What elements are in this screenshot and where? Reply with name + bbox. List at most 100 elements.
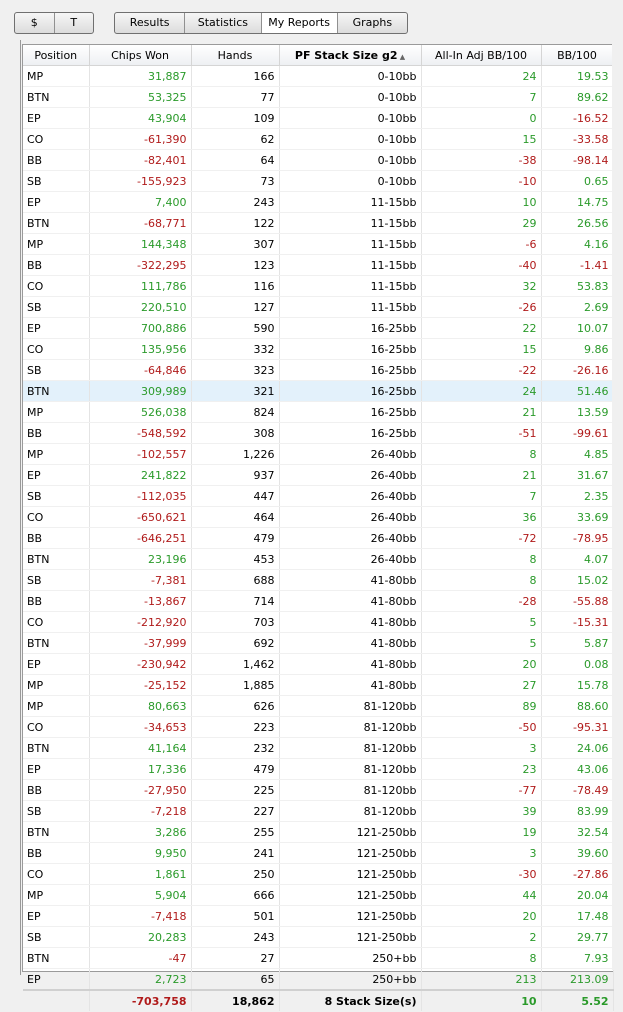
table-row[interactable]: BB -82,401 64 0-10bb -38 -98.14	[23, 149, 614, 171]
cell: MP	[23, 695, 90, 717]
column-header[interactable]: Hands	[191, 45, 280, 66]
table-row[interactable]: BTN -47 27 250+bb 8 7.93	[23, 947, 614, 969]
column-header[interactable]: Position	[23, 45, 90, 66]
cell: 0-10bb	[279, 170, 422, 192]
cell: 73	[191, 170, 280, 192]
table-row[interactable]: SB -155,923 73 0-10bb -10 0.65	[23, 170, 614, 192]
cell: 3,286	[89, 821, 192, 843]
cell: 16-25bb	[279, 380, 422, 402]
table-row[interactable]: CO -650,621 464 26-40bb 36 33.69	[23, 506, 614, 528]
table-row[interactable]: BB -27,950 225 81-120bb -77 -78.49	[23, 779, 614, 801]
table-row[interactable]: MP -102,557 1,226 26-40bb 8 4.85	[23, 443, 614, 465]
cell: -33.58	[541, 128, 614, 150]
total-cell: 18,862	[191, 989, 280, 1012]
cell: -95.31	[541, 716, 614, 738]
cell: 36	[421, 506, 542, 528]
cell: 255	[191, 821, 280, 843]
app: $ T Results Statistics My Reports Graphs Pos…	[14, 12, 614, 1012]
toggle-button[interactable]: $	[15, 13, 55, 33]
table-row[interactable]: BB -646,251 479 26-40bb -72 -78.95	[23, 527, 614, 549]
cell: 692	[191, 632, 280, 654]
cell: EP	[23, 758, 90, 780]
table-row[interactable]: BTN 3,286 255 121-250bb 19 32.54	[23, 821, 614, 843]
table-row[interactable]: MP 144,348 307 11-15bb -6 4.16	[23, 233, 614, 255]
table-row[interactable]: SB -7,381 688 41-80bb 8 15.02	[23, 569, 614, 591]
table-row[interactable]: CO -34,653 223 81-120bb -50 -95.31	[23, 716, 614, 738]
cell: 64	[191, 149, 280, 171]
table-row[interactable]: MP 31,887 166 0-10bb 24 19.53	[23, 65, 614, 87]
cell: BB	[23, 779, 90, 801]
cell: -68,771	[89, 212, 192, 234]
cell: 626	[191, 695, 280, 717]
table-row[interactable]: BTN -37,999 692 41-80bb 5 5.87	[23, 632, 614, 654]
table-row[interactable]: EP 17,336 479 81-120bb 23 43.06	[23, 758, 614, 780]
cell: -155,923	[89, 170, 192, 192]
table-row[interactable]: CO 111,786 116 11-15bb 32 53.83	[23, 275, 614, 297]
table-row[interactable]: SB -64,846 323 16-25bb -22 -26.16	[23, 359, 614, 381]
table-row[interactable]: EP 2,723 65 250+bb 213 213.09	[23, 968, 614, 991]
table-row[interactable]: CO 1,861 250 121-250bb -30 -27.86	[23, 863, 614, 885]
cell: 32	[421, 275, 542, 297]
cell: 11-15bb	[279, 233, 422, 255]
table-row[interactable]: BTN -68,771 122 11-15bb 29 26.56	[23, 212, 614, 234]
table-row[interactable]: SB -112,035 447 26-40bb 7 2.35	[23, 485, 614, 507]
cell: 16-25bb	[279, 401, 422, 423]
table-row[interactable]: BB -13,867 714 41-80bb -28 -55.88	[23, 590, 614, 612]
table-row[interactable]: BTN 41,164 232 81-120bb 3 24.06	[23, 737, 614, 759]
tab-button[interactable]: My Reports	[261, 13, 338, 33]
table-row[interactable]: EP 700,886 590 16-25bb 22 10.07	[23, 317, 614, 339]
table-row[interactable]: EP 7,400 243 11-15bb 10 14.75	[23, 191, 614, 213]
toggle-button[interactable]: T	[70, 16, 78, 29]
tab-button[interactable]: Results	[115, 13, 186, 33]
cell: -646,251	[89, 527, 192, 549]
cell: BTN	[23, 380, 90, 402]
cell: 41-80bb	[279, 653, 422, 675]
cell: 166	[191, 65, 280, 87]
table-row[interactable]: BTN 23,196 453 26-40bb 8 4.07	[23, 548, 614, 570]
cell: 666	[191, 884, 280, 906]
cell: 89.62	[541, 86, 614, 108]
cell: 26-40bb	[279, 464, 422, 486]
column-header[interactable]: BB/100	[541, 45, 614, 66]
cell: 77	[191, 86, 280, 108]
cell: -7,218	[89, 800, 192, 822]
table-row[interactable]: SB -7,218 227 81-120bb 39 83.99	[23, 800, 614, 822]
cell: 1,462	[191, 653, 280, 675]
cell: 127	[191, 296, 280, 318]
cell: -37,999	[89, 632, 192, 654]
table-row[interactable]: BTN 53,325 77 0-10bb 7 89.62	[23, 86, 614, 108]
cell: 220,510	[89, 296, 192, 318]
cell: 7,400	[89, 191, 192, 213]
cell: 22	[421, 317, 542, 339]
table-row[interactable]: SB 20,283 243 121-250bb 2 29.77	[23, 926, 614, 948]
cell: -64,846	[89, 359, 192, 381]
table-row[interactable]: BB -548,592 308 16-25bb -51 -99.61	[23, 422, 614, 444]
table-row[interactable]: BTN 309,989 321 16-25bb 24 51.46	[23, 380, 614, 402]
table-row[interactable]: SB 220,510 127 11-15bb -26 2.69	[23, 296, 614, 318]
table-row[interactable]: MP -25,152 1,885 41-80bb 27 15.78	[23, 674, 614, 696]
table-row[interactable]: EP -230,942 1,462 41-80bb 20 0.08	[23, 653, 614, 675]
cell: CO	[23, 506, 90, 528]
table-row[interactable]: BB 9,950 241 121-250bb 3 39.60	[23, 842, 614, 864]
table-row[interactable]: CO -212,920 703 41-80bb 5 -15.31	[23, 611, 614, 633]
cell: 3	[421, 842, 542, 864]
table-row[interactable]: EP 43,904 109 0-10bb 0 -16.52	[23, 107, 614, 129]
table-row[interactable]: MP 80,663 626 81-120bb 89 88.60	[23, 695, 614, 717]
table-row[interactable]: BB -322,295 123 11-15bb -40 -1.41	[23, 254, 614, 276]
table-row[interactable]: MP 526,038 824 16-25bb 21 13.59	[23, 401, 614, 423]
table-row[interactable]: EP 241,822 937 26-40bb 21 31.67	[23, 464, 614, 486]
table-row[interactable]: EP -7,418 501 121-250bb 20 17.48	[23, 905, 614, 927]
cell: 0.08	[541, 653, 614, 675]
cell: EP	[23, 191, 90, 213]
column-header[interactable]: All-In Adj BB/100	[421, 45, 542, 66]
tab-button[interactable]: Graphs	[352, 16, 393, 29]
cell: 225	[191, 779, 280, 801]
column-header[interactable]: Chips Won	[89, 45, 192, 66]
table-row[interactable]: CO -61,390 62 0-10bb 15 -33.58	[23, 128, 614, 150]
table-row[interactable]: MP 5,904 666 121-250bb 44 20.04	[23, 884, 614, 906]
cell: 26-40bb	[279, 443, 422, 465]
cell: 11-15bb	[279, 191, 422, 213]
tab-button[interactable]: Statistics	[185, 13, 262, 33]
column-header[interactable]: PF Stack Size g2 ▲	[279, 45, 422, 66]
table-row[interactable]: CO 135,956 332 16-25bb 15 9.86	[23, 338, 614, 360]
